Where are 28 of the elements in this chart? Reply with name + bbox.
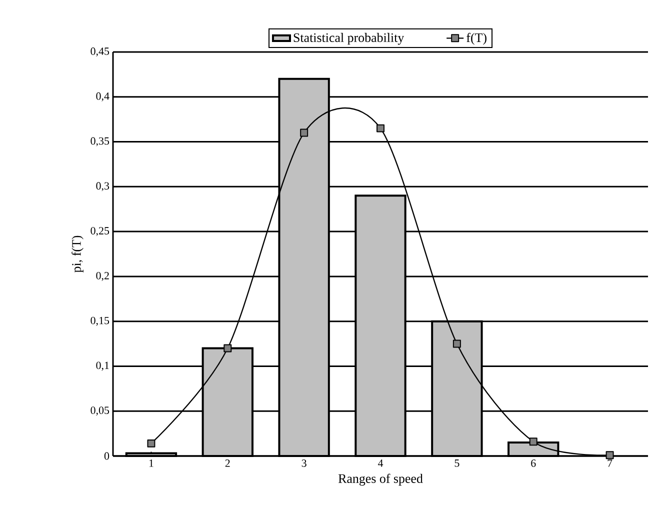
point xyxy=(300,128,308,137)
x-tick-label: 4 xyxy=(378,460,384,467)
y-tick-label: 0,05 xyxy=(90,406,110,416)
x-tick-label: 1 xyxy=(149,460,154,467)
point xyxy=(224,344,232,352)
legend-label: Statistical probability xyxy=(294,32,404,45)
x-axis-title: Ranges of speed xyxy=(338,474,423,486)
x-tick-label: 7 xyxy=(608,460,612,467)
x-tick-label: 3 xyxy=(302,460,306,467)
point xyxy=(376,124,384,132)
y-tick-label: 0,45 xyxy=(90,48,110,56)
point xyxy=(452,340,461,348)
x-tick-label: 6 xyxy=(531,460,536,467)
legend-label: f(T) xyxy=(466,32,486,45)
x-tick-label: 2 xyxy=(225,460,230,467)
y-tick-label: 0,4 xyxy=(96,92,110,102)
point xyxy=(606,451,614,460)
y-tick-label: 0,1 xyxy=(96,362,109,371)
point xyxy=(147,439,156,448)
y-tick-label: 0,35 xyxy=(90,137,110,146)
point xyxy=(529,438,538,446)
y-tick-label: 0,2 xyxy=(96,272,109,281)
y-tick-label: 0 xyxy=(104,452,110,460)
y-tick-label: 0,3 xyxy=(96,182,110,192)
x-tick-label: 5 xyxy=(454,460,460,467)
y-tick-label: 0,15 xyxy=(90,316,110,326)
y-tick-label: 0,25 xyxy=(90,227,110,236)
y-axis-title: pi, f(T) xyxy=(72,236,84,272)
